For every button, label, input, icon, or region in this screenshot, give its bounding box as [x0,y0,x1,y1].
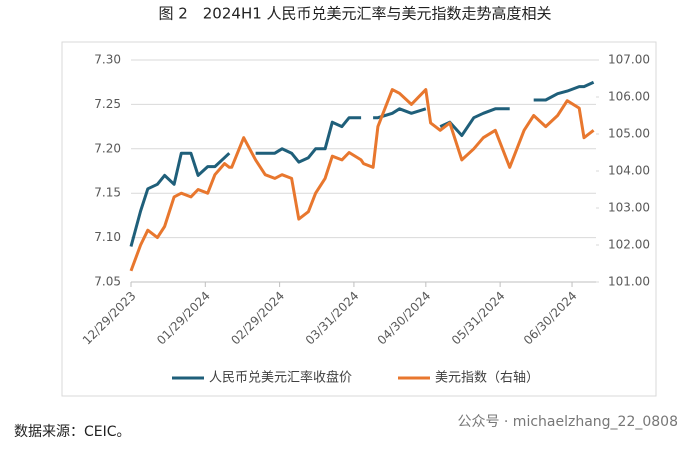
series-line [129,80,595,247]
legend-label: 人民币兑美元汇率收盘价 [209,370,352,386]
x-tick-label: 03/31/2024 [303,289,362,348]
watermark: 公众号 · michaelzhang_22_0808 [457,414,678,430]
y-tick-label: 7.25 [94,97,121,111]
y-tick-label: 7.30 [94,53,121,67]
y2-tick-label: 104.00 [608,164,650,178]
y-tick-label: 7.10 [94,230,121,244]
x-tick-label: 02/29/2024 [228,289,287,348]
series-line [129,88,595,272]
y-tick-label: 7.05 [94,275,121,289]
y2-tick-label: 105.00 [608,127,650,141]
legend-label: 美元指数（右轴） [435,371,539,386]
y-tick-label: 7.15 [94,186,121,200]
y2-tick-label: 101.00 [608,275,650,289]
y2-tick-label: 103.00 [608,201,650,215]
x-tick-label: 05/31/2024 [449,289,508,348]
source: 数据来源：CEIC。 [14,424,131,440]
chart-title: 图 2 2024H1 人民币兑美元汇率与美元指数走势高度相关 [158,5,551,23]
y2-tick-label: 106.00 [608,90,650,104]
x-tick-label: 06/30/2024 [521,289,580,348]
x-tick-label: 04/30/2024 [375,289,434,348]
y2-tick-label: 102.00 [608,238,650,252]
x-tick-label: 12/29/2023 [80,289,139,348]
x-tick-label: 01/29/2024 [154,289,213,348]
y2-tick-label: 107.00 [608,53,650,67]
y-tick-label: 7.20 [94,141,121,155]
chart-frame [61,41,657,397]
